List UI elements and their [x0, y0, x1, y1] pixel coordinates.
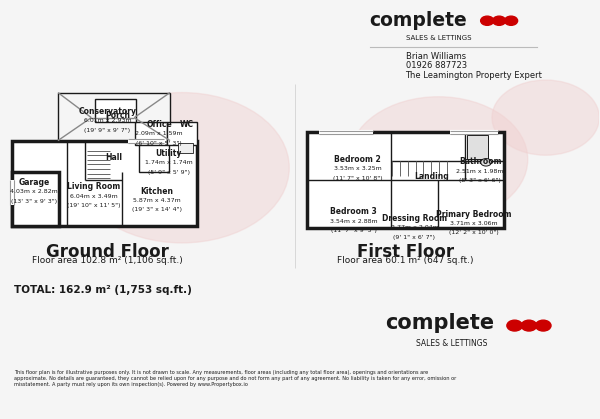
Circle shape [481, 158, 491, 166]
Text: 2.09m x 1.59m: 2.09m x 1.59m [136, 131, 183, 136]
Text: Complete: Complete [325, 156, 474, 184]
Bar [139, 141, 169, 172]
Text: (11' 7" x 9' 5"): (11' 7" x 9' 5") [331, 228, 377, 233]
Text: WC: WC [180, 120, 194, 129]
Text: 3.54m x 2.88m: 3.54m x 2.88m [330, 219, 377, 224]
Bar [12, 141, 197, 226]
Text: Primary Bedroom: Primary Bedroom [436, 210, 512, 218]
Text: (9' 1" x 6' 7"): (9' 1" x 6' 7") [394, 235, 436, 240]
Text: 6.01m x 2.93m: 6.01m x 2.93m [83, 119, 131, 124]
Bar [136, 122, 167, 145]
Text: SALES & LETTINGS: SALES & LETTINGS [416, 339, 488, 348]
Bar [307, 132, 504, 228]
Text: Garage: Garage [19, 178, 50, 187]
Text: Brian Williams: Brian Williams [406, 52, 466, 61]
Text: Kitchen: Kitchen [140, 186, 173, 196]
Circle shape [536, 320, 551, 331]
Text: 5.87m x 4.37m: 5.87m x 4.37m [133, 198, 181, 203]
Text: Ground Floor: Ground Floor [46, 243, 169, 261]
Text: complete: complete [385, 313, 494, 333]
Text: (19' 9" x 9' 7"): (19' 9" x 9' 7") [85, 128, 130, 133]
Text: 3.53m x 3.25m: 3.53m x 3.25m [334, 166, 382, 171]
Bar [167, 122, 197, 145]
Text: This floor plan is for illustrative purposes only. It is not drawn to scale. Any: This floor plan is for illustrative purp… [14, 370, 456, 387]
Text: complete: complete [370, 11, 467, 30]
Text: (8' 3" x 6' 6"): (8' 3" x 6' 6") [459, 178, 501, 183]
Circle shape [74, 93, 289, 243]
Circle shape [492, 80, 599, 155]
Text: 2.51m x 1.98m: 2.51m x 1.98m [457, 168, 504, 173]
Text: 2.77m x 2.04m: 2.77m x 2.04m [391, 225, 439, 230]
Text: Living Room: Living Room [67, 182, 121, 191]
Text: Office: Office [146, 120, 172, 129]
Text: (19' 10" x 11' 5"): (19' 10" x 11' 5") [67, 203, 121, 208]
Text: Utility: Utility [155, 149, 182, 158]
Text: Porch: Porch [106, 111, 131, 120]
Text: First Floor: First Floor [357, 243, 454, 261]
Text: Dressing Room: Dressing Room [382, 214, 447, 222]
Bar [58, 93, 170, 141]
Circle shape [521, 320, 536, 331]
Text: (6' 10" x 5' 3"): (6' 10" x 5' 3") [136, 141, 182, 145]
Circle shape [493, 16, 506, 25]
Text: Floor area 102.8 m² (1,106 sq.ft.): Floor area 102.8 m² (1,106 sq.ft.) [32, 256, 183, 265]
Text: (12' 2" x 10' 0"): (12' 2" x 10' 0") [449, 230, 499, 235]
Text: Hall: Hall [105, 153, 122, 162]
Text: Landing: Landing [414, 172, 449, 181]
Text: Bedroom 2: Bedroom 2 [334, 155, 381, 164]
Text: Bedroom 3: Bedroom 3 [330, 207, 377, 216]
Text: Floor area 60.1 m² (647 sq.ft.): Floor area 60.1 m² (647 sq.ft.) [337, 256, 474, 265]
Text: Complete: Complete [21, 156, 170, 184]
Circle shape [481, 16, 494, 25]
Text: (19' 3" x 14' 4"): (19' 3" x 14' 4") [132, 207, 182, 212]
Text: Conservatory: Conservatory [79, 107, 136, 116]
Circle shape [507, 320, 523, 331]
Bar [178, 143, 193, 153]
Text: Bathroom: Bathroom [459, 157, 502, 166]
Text: TOTAL: 162.9 m² (1,753 sq.ft.): TOTAL: 162.9 m² (1,753 sq.ft.) [14, 285, 191, 295]
Circle shape [505, 16, 518, 25]
Text: (11' 7" x 10' 8"): (11' 7" x 10' 8") [333, 176, 383, 181]
Text: 01926 887723: 01926 887723 [406, 61, 467, 70]
Bar [12, 172, 59, 226]
Bar [467, 135, 488, 159]
Bar [95, 99, 136, 122]
Circle shape [349, 97, 528, 222]
Text: 4.03m x 2.82m: 4.03m x 2.82m [10, 189, 58, 194]
Text: (13' 3" x 9' 3"): (13' 3" x 9' 3") [11, 199, 57, 204]
Text: (5' 9" x 5' 9"): (5' 9" x 5' 9") [148, 170, 190, 175]
Text: 6.04m x 3.49m: 6.04m x 3.49m [70, 194, 118, 199]
Text: The Leamington Property Expert: The Leamington Property Expert [406, 71, 542, 80]
Text: 1.74m x 1.74m: 1.74m x 1.74m [145, 160, 193, 165]
Text: 3.71m x 3.06m: 3.71m x 3.06m [450, 221, 498, 226]
Text: SALES & LETTINGS: SALES & LETTINGS [406, 35, 471, 41]
